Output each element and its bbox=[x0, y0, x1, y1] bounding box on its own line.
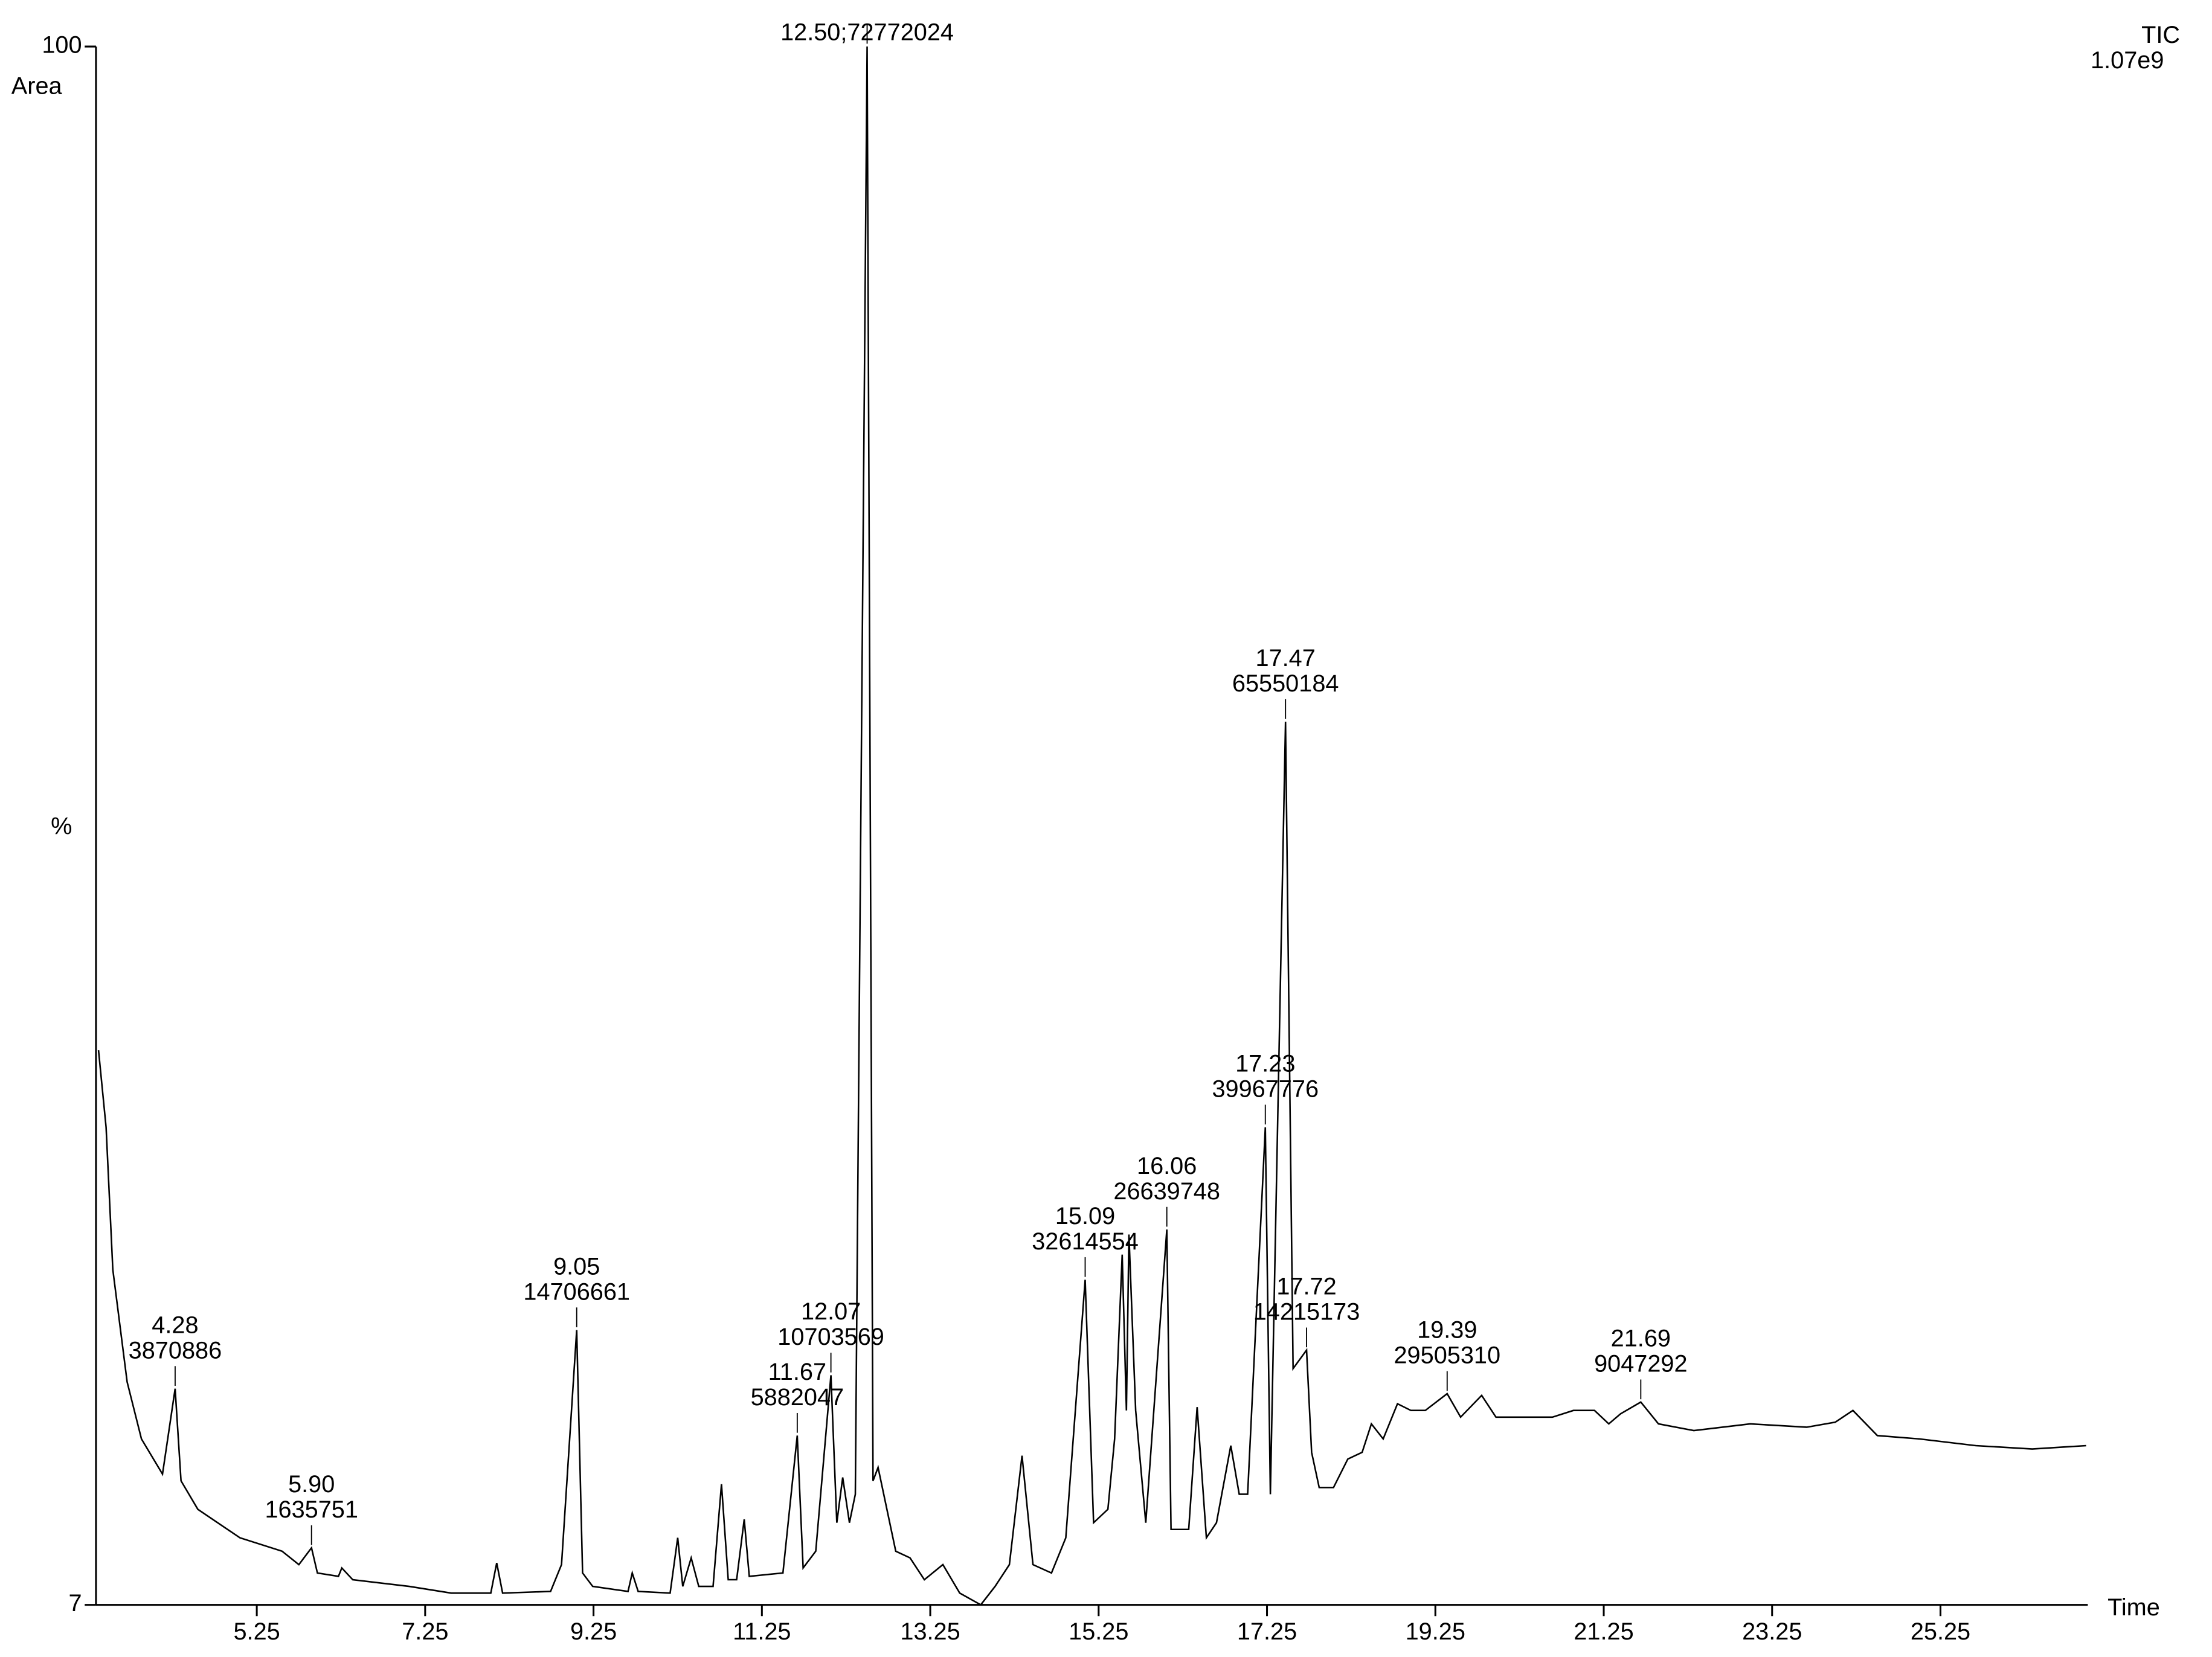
peak-area-label: 65550184 bbox=[1232, 670, 1339, 697]
peak-time-label: 9.05 bbox=[553, 1253, 600, 1280]
peak-time-label: 21.69 bbox=[1611, 1325, 1671, 1352]
x-tick-label: 13.25 bbox=[900, 1618, 960, 1645]
x-tick-label: 23.25 bbox=[1742, 1618, 1802, 1645]
peak-time-label: 4.28 bbox=[152, 1312, 198, 1338]
y-label: % bbox=[51, 813, 72, 839]
trace-label: TIC bbox=[2141, 22, 2180, 48]
x-tick-label: 21.25 bbox=[1574, 1618, 1633, 1645]
peak-area-label: 32614554 bbox=[1032, 1228, 1139, 1255]
x-tick-label: 7.25 bbox=[402, 1618, 448, 1645]
x-tick-label: 15.25 bbox=[1069, 1618, 1128, 1645]
peak-area-label: 1635751 bbox=[265, 1496, 358, 1523]
y-tick-label: 7 bbox=[68, 1590, 82, 1617]
peak-time-label: 15.09 bbox=[1055, 1203, 1115, 1229]
peak-area-label: 10703569 bbox=[777, 1324, 884, 1350]
peak-time-label: 17.47 bbox=[1256, 645, 1316, 671]
peak-time-label: 11.67 bbox=[768, 1359, 826, 1385]
peak-area-label: 14706661 bbox=[523, 1278, 630, 1305]
x-tick-label: 17.25 bbox=[1237, 1618, 1297, 1645]
peak-area-label: 5882047 bbox=[751, 1384, 844, 1411]
peak-area-label: 3870886 bbox=[129, 1337, 222, 1364]
peak-area-label: 9047292 bbox=[1594, 1351, 1688, 1377]
peak-time-label: 12.07 bbox=[801, 1298, 861, 1325]
peak-time-label: 5.90 bbox=[288, 1471, 335, 1498]
peak-time-label: 17.23 bbox=[1235, 1051, 1295, 1077]
x-tick-label: 11.25 bbox=[733, 1618, 791, 1645]
x-tick-label: 5.25 bbox=[233, 1618, 280, 1645]
peak-area-label: 14215173 bbox=[1253, 1299, 1360, 1325]
scale-label: 1.07e9 bbox=[2091, 47, 2164, 74]
x-tick-label: 9.25 bbox=[570, 1618, 617, 1645]
peak-time-label: 16.06 bbox=[1137, 1153, 1197, 1179]
y-tick-label: 100 bbox=[42, 32, 82, 59]
peak-area-label: 39967776 bbox=[1212, 1076, 1319, 1103]
x-label: Time bbox=[2108, 1594, 2160, 1621]
x-tick-label: 25.25 bbox=[1911, 1618, 1970, 1645]
y-label-top: Area bbox=[11, 72, 63, 99]
x-tick-label: 19.25 bbox=[1406, 1618, 1465, 1645]
peak-time-label: 17.72 bbox=[1276, 1274, 1336, 1300]
peak-area-label: 29505310 bbox=[1394, 1342, 1500, 1369]
peak-area-label: 26639748 bbox=[1113, 1178, 1220, 1205]
peak-time-label: 19.39 bbox=[1417, 1317, 1477, 1344]
trace bbox=[97, 46, 2086, 1606]
